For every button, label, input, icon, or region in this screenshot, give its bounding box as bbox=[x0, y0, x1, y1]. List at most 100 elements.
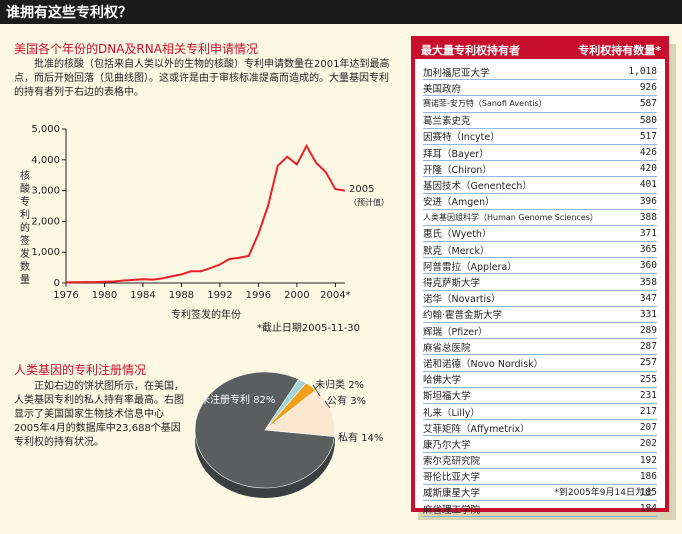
holder-name: 基因技术（Genentech） bbox=[423, 180, 532, 192]
x-tick-label: 2004* bbox=[320, 290, 350, 301]
holder-count: 396 bbox=[639, 195, 657, 207]
holder-name: 威斯康星大学 bbox=[423, 488, 481, 500]
holder-name: 美国政府 bbox=[423, 83, 462, 95]
holder-count: 371 bbox=[639, 227, 657, 239]
y-tick-label: 2,000 bbox=[31, 216, 60, 227]
holder-count: 347 bbox=[639, 292, 657, 304]
table-row: 威斯康星大学 185 bbox=[423, 485, 657, 502]
holder-count: 358 bbox=[639, 276, 657, 288]
x-tick-label: 1992 bbox=[207, 290, 232, 301]
holder-name: 哈佛大学 bbox=[423, 375, 462, 387]
holder-count: 255 bbox=[639, 373, 657, 385]
holder-count: 517 bbox=[639, 130, 657, 142]
annotation-2005: 2005 bbox=[349, 184, 374, 195]
holder-name: 康乃尔大学 bbox=[423, 439, 471, 451]
holder-name: 哥伦比亚大学 bbox=[423, 472, 481, 484]
holder-count: 186 bbox=[639, 470, 657, 482]
holder-count: 587 bbox=[639, 98, 657, 110]
panel-header: 最大量专利权持有者 专利权持有数量* bbox=[415, 40, 665, 59]
table-row: 麻省理工学院 184 bbox=[423, 501, 657, 518]
line-chart: 核酸专利的签发数量 专利签发的年份 *截止日期2005-11-30 2005 （… bbox=[20, 124, 389, 334]
page-title: 谁拥有这些专利权？ bbox=[6, 5, 132, 21]
table-row: 礼来（Lilly） 217 bbox=[423, 404, 657, 421]
holder-name: 开隆（Chiron） bbox=[423, 164, 492, 176]
holder-name: 索尔克研究院 bbox=[423, 456, 481, 468]
holder-name: 诺华（Novartis） bbox=[423, 294, 501, 306]
holder-count: 207 bbox=[639, 422, 657, 434]
holder-count: 426 bbox=[639, 147, 657, 159]
holder-count: 388 bbox=[639, 211, 657, 223]
holder-count: 257 bbox=[639, 357, 657, 369]
x-tick-label: 1988 bbox=[169, 290, 194, 301]
table-row: 安进（Amgen） 396 bbox=[423, 194, 657, 210]
holder-count: 420 bbox=[639, 163, 657, 175]
holder-count: 926 bbox=[639, 82, 657, 94]
table-row: 加利福尼亚大学 1,018 bbox=[423, 64, 657, 81]
y-tick-label: 5,000 bbox=[31, 124, 60, 135]
table-row: 哥伦比亚大学 186 bbox=[423, 469, 657, 485]
table-row: 康乃尔大学 202 bbox=[423, 436, 657, 453]
pie-label: 未归类 2% bbox=[315, 378, 364, 391]
holder-name: 辉瑞（Pfizer） bbox=[423, 326, 488, 338]
table-row: 惠氏（Wyeth） 371 bbox=[423, 226, 657, 243]
table-row: 艾菲矩阵（Affymetrix） 207 bbox=[423, 420, 657, 437]
x-tick-label: 1976 bbox=[53, 290, 78, 301]
table-row: 辉瑞（Pfizer） 289 bbox=[423, 323, 657, 340]
table-row: 开隆（Chiron） 420 bbox=[423, 161, 657, 178]
holder-count: 202 bbox=[639, 438, 657, 450]
table-row: 诺华（Novartis） 347 bbox=[423, 291, 657, 307]
holder-count: 185 bbox=[639, 486, 657, 498]
patent-holders-panel: 最大量专利权持有者 专利权持有数量* 加利福尼亚大学 1,018 美国政府 926 赛诺… bbox=[411, 36, 669, 518]
y-axis-label: 核酸专利的签发数量 bbox=[20, 169, 30, 286]
holder-name: 麻省总医院 bbox=[423, 342, 471, 354]
table-row: 索尔克研究院 192 bbox=[423, 453, 657, 469]
holder-name: 礼来（Lilly） bbox=[423, 407, 480, 419]
holder-name: 葛兰素史克 bbox=[423, 116, 471, 128]
holder-name: 惠氏（Wyeth） bbox=[423, 229, 492, 241]
pie-label: 私有 14% bbox=[338, 431, 383, 444]
holder-name: 麻省理工学院 bbox=[423, 504, 481, 516]
holder-name: 斯坦福大学 bbox=[423, 391, 471, 403]
chart-footnote: *截止日期2005-11-30 bbox=[257, 321, 360, 334]
holder-name: 诺和诺德（Novo Nordisk） bbox=[423, 358, 544, 370]
holder-name: 艾菲矩阵（Affymetrix） bbox=[423, 423, 530, 435]
holder-column-header: 最大量专利权持有者 bbox=[421, 44, 520, 57]
y-tick-label: 0 bbox=[54, 278, 60, 289]
holder-count: 287 bbox=[639, 341, 657, 353]
holder-count: 192 bbox=[639, 454, 657, 466]
holder-name: 安进（Amgen） bbox=[423, 197, 495, 209]
pie-chart-title: 人类基因的专利注册情况 bbox=[14, 363, 147, 377]
holder-name: 加利福尼亚大学 bbox=[423, 67, 490, 79]
holder-count: 184 bbox=[639, 503, 657, 515]
holder-name: 赛诺菲-安万特（Sanofi Aventis） bbox=[423, 99, 547, 109]
pie-description: 正如右边的饼状图所示，在美国，人类基因专利的私人持有率最高。右图显示了美国国家生… bbox=[14, 381, 184, 448]
x-tick-label: 1984 bbox=[130, 290, 155, 301]
table-row: 拜耳（Bayer） 426 bbox=[423, 145, 657, 162]
holder-name: 阿普雷拉（Applera） bbox=[423, 261, 517, 273]
leader-line bbox=[312, 384, 321, 397]
x-tick-label: 1996 bbox=[246, 290, 271, 301]
series-line bbox=[65, 143, 346, 284]
pie-label: 公有 3% bbox=[327, 394, 366, 407]
holder-count: 365 bbox=[639, 244, 657, 256]
holder-count: 401 bbox=[639, 179, 657, 191]
holder-name: 得克萨斯大学 bbox=[423, 278, 481, 290]
y-tick-label: 1,000 bbox=[31, 247, 60, 258]
count-column-header: 专利权持有数量* bbox=[578, 44, 661, 57]
y-tick-label: 3,000 bbox=[31, 186, 60, 197]
holder-count: 289 bbox=[639, 325, 657, 337]
x-tick-label: 1980 bbox=[92, 290, 117, 301]
table-row: 赛诺菲-安万特（Sanofi Aventis） 587 bbox=[423, 96, 657, 113]
annotation-2005-estimate: （预计值） bbox=[349, 197, 389, 207]
holders-list: 加利福尼亚大学 1,018 美国政府 926 赛诺菲-安万特（Sanofi Aventi… bbox=[423, 64, 657, 518]
holder-name: 默克（Merck） bbox=[423, 245, 490, 257]
x-axis-label: 专利签发的年份 bbox=[171, 308, 241, 321]
table-row: 阿普雷拉（Applera） 360 bbox=[423, 258, 657, 275]
table-row: 诺和诺德（Novo Nordisk） 257 bbox=[423, 355, 657, 372]
table-row: 约翰·霍普金斯大学 331 bbox=[423, 307, 657, 323]
table-row: 基因技术（Genentech） 401 bbox=[423, 177, 657, 194]
pie-chart: 未注册专利 82% 未归类 2% 公有 3% 私有 14% bbox=[194, 371, 383, 498]
table-row: 因赛特（Incyte） 517 bbox=[423, 129, 657, 145]
holder-name: 约翰·霍普金斯大学 bbox=[423, 310, 503, 322]
holder-count: 331 bbox=[639, 308, 657, 320]
